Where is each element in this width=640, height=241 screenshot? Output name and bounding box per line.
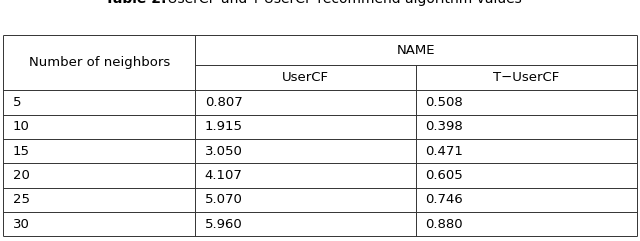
- Text: UserCF and T-UserCF recommend algorithm values: UserCF and T-UserCF recommend algorithm …: [163, 0, 522, 6]
- Text: T−UserCF: T−UserCF: [493, 71, 559, 84]
- Text: 0.398: 0.398: [426, 120, 463, 133]
- Text: 0.807: 0.807: [205, 96, 243, 109]
- Text: NAME: NAME: [397, 44, 435, 56]
- Text: UserCF: UserCF: [282, 71, 329, 84]
- Text: Number of neighbors: Number of neighbors: [29, 56, 170, 69]
- Text: 0.471: 0.471: [426, 145, 463, 158]
- Text: 20: 20: [13, 169, 29, 182]
- Text: 4.107: 4.107: [205, 169, 243, 182]
- Text: Table 2:: Table 2:: [105, 0, 166, 6]
- Text: 30: 30: [13, 218, 29, 231]
- Text: 3.050: 3.050: [205, 145, 243, 158]
- Text: 5.070: 5.070: [205, 193, 243, 206]
- Text: 0.605: 0.605: [426, 169, 463, 182]
- Text: 15: 15: [13, 145, 30, 158]
- Text: 0.746: 0.746: [426, 193, 463, 206]
- Text: 0.508: 0.508: [426, 96, 463, 109]
- Text: 1.915: 1.915: [205, 120, 243, 133]
- Text: 25: 25: [13, 193, 30, 206]
- Text: 5.960: 5.960: [205, 218, 243, 231]
- Text: 0.880: 0.880: [426, 218, 463, 231]
- Text: 5: 5: [13, 96, 21, 109]
- Text: 10: 10: [13, 120, 29, 133]
